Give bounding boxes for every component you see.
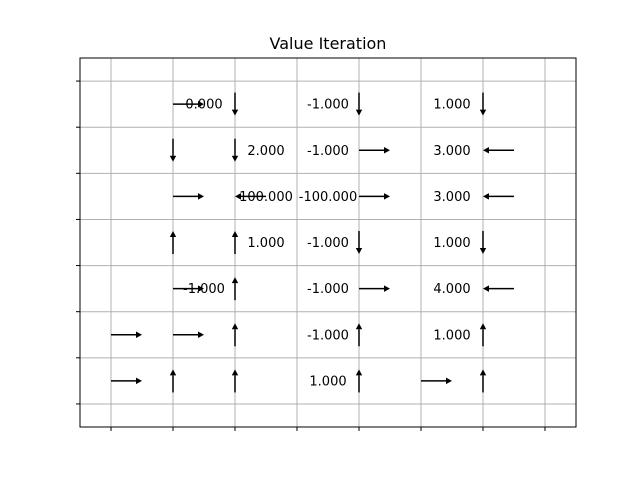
arrow-head (479, 369, 487, 376)
arrow-head (169, 230, 177, 237)
policy-arrow-up (355, 369, 363, 393)
policy-arrow-up (169, 230, 177, 255)
policy-arrow-up (479, 323, 487, 347)
policy-arrow-down (355, 230, 363, 255)
policy-arrow-left (483, 193, 514, 200)
policy-arrow-right (359, 285, 390, 292)
policy-arrow-right (359, 193, 390, 200)
arrow-head (479, 109, 487, 116)
state-value-label: -1.000 (307, 144, 349, 159)
arrow-head (136, 331, 142, 338)
state-value-label: 1.000 (309, 374, 346, 389)
policy-arrow-right (359, 147, 390, 154)
chart-title: Value Iteration (270, 34, 387, 53)
arrow-head (355, 109, 363, 116)
state-value-label: -1.000 (307, 236, 349, 251)
state-value-label: -100.000 (299, 190, 357, 205)
arrow-head (198, 100, 204, 108)
arrow-head (384, 193, 390, 200)
policy-arrow-up (231, 323, 239, 347)
arrow-head (355, 369, 363, 376)
arrow-head (169, 369, 177, 376)
policy-arrow-up (169, 369, 177, 393)
policy-arrow-up (355, 323, 363, 347)
policy-arrow-right (173, 285, 204, 292)
arrow-head (231, 155, 239, 162)
policy-arrow-left (235, 193, 266, 200)
state-value-label: 2.000 (247, 144, 284, 159)
arrow-head (169, 155, 177, 162)
policy-arrow-right (173, 193, 204, 200)
policy-arrow-down (479, 92, 487, 116)
arrow-head (384, 147, 390, 154)
state-value-label: 1.000 (433, 328, 470, 343)
policy-arrow-right (421, 377, 452, 385)
arrow-head (231, 323, 239, 330)
arrow-head (384, 285, 390, 292)
policy-arrow-up (231, 277, 239, 301)
policy-arrow-right (173, 100, 204, 108)
policy-arrow-down (231, 92, 239, 116)
arrow-head (231, 277, 239, 284)
policy-arrow-right (111, 331, 142, 338)
policy-arrow-up (231, 230, 239, 255)
arrow-head (231, 230, 239, 237)
policy-arrows (111, 92, 514, 393)
arrow-head (483, 147, 489, 154)
axis-ticks (76, 80, 546, 431)
policy-arrow-left (483, 147, 514, 154)
state-value-label: 0.000 (185, 98, 222, 113)
arrow-head (479, 248, 487, 255)
arrow-head (479, 323, 487, 330)
arrow-head (198, 285, 204, 292)
state-value-label: 3.000 (433, 144, 470, 159)
policy-arrow-down (231, 138, 239, 162)
arrow-head (235, 193, 241, 200)
arrow-head (231, 369, 239, 376)
state-value-label: -1.000 (307, 282, 349, 297)
plot-frame (79, 57, 577, 428)
state-value-label: 1.000 (433, 236, 470, 251)
arrow-head (231, 109, 239, 116)
state-value-label: 1.000 (433, 98, 470, 113)
policy-arrow-down (169, 138, 177, 162)
policy-arrow-down (355, 92, 363, 116)
policy-arrow-down (479, 230, 487, 255)
state-value-label: -1.000 (307, 328, 349, 343)
arrow-head (198, 193, 204, 200)
arrow-head (136, 377, 142, 385)
arrow-head (483, 285, 489, 292)
policy-arrow-up (231, 369, 239, 393)
arrow-head (355, 323, 363, 330)
state-value-label: 4.000 (433, 282, 470, 297)
arrow-head (355, 248, 363, 255)
arrow-head (483, 193, 489, 200)
arrow-head (446, 377, 452, 385)
policy-arrow-up (479, 369, 487, 393)
state-value-label: 100.000 (239, 190, 293, 205)
policy-arrow-right (111, 377, 142, 385)
state-value-label: -1.000 (183, 282, 225, 297)
policy-arrow-right (173, 331, 204, 338)
policy-arrow-left (483, 285, 514, 292)
state-value-label: 3.000 (433, 190, 470, 205)
arrow-head (198, 331, 204, 338)
state-value-label: 1.000 (247, 236, 284, 251)
state-value-label: -1.000 (307, 98, 349, 113)
